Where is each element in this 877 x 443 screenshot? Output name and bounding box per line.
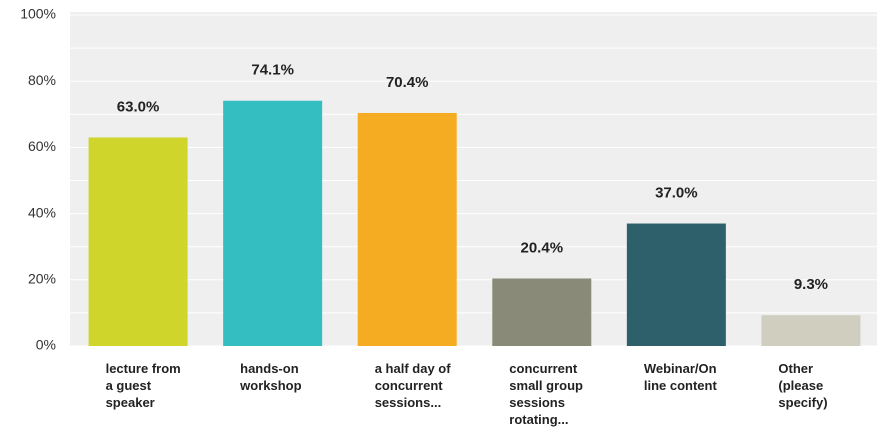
value-label: 70.4% [386, 74, 429, 91]
value-label: 63.0% [117, 98, 160, 115]
x-tick-label: a half day of concurrent sessions... [374, 361, 451, 410]
bar [88, 137, 188, 346]
x-tick-label: concurrent small group sessions rotating… [509, 361, 583, 427]
bar [357, 112, 457, 346]
y-tick-label: 20% [28, 271, 56, 287]
y-tick-label: 60% [28, 138, 56, 154]
y-tick-label: 40% [28, 204, 56, 220]
value-label: 9.3% [794, 276, 828, 293]
bar [626, 223, 726, 346]
y-tick-label: 80% [28, 72, 56, 88]
plot-background [70, 12, 877, 346]
x-tick-label: Webinar/Online content [643, 361, 717, 393]
x-tick-label: lecture from a guest speaker [105, 361, 181, 410]
bar [492, 278, 592, 346]
x-tick-label: hands-on workshop [240, 361, 302, 393]
value-label: 74.1% [251, 62, 294, 79]
x-tick-label: Other (please specify) [778, 361, 828, 410]
bar [223, 100, 323, 346]
value-label: 37.0% [655, 184, 698, 201]
value-label: 20.4% [521, 239, 564, 256]
bar [761, 315, 861, 346]
y-tick-label: 100% [20, 6, 56, 22]
y-tick-label: 0% [36, 337, 56, 353]
